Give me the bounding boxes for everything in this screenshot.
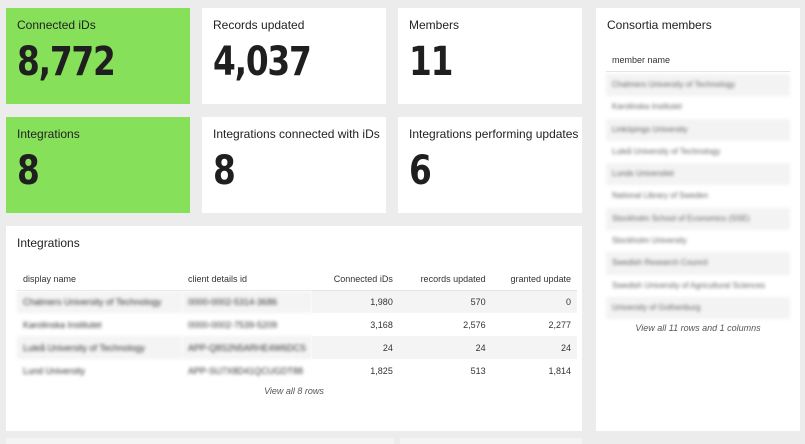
kpi-tile-connected-ids: Connected iDs 8,772 [6, 8, 190, 104]
list-item: Linköpings University [606, 118, 790, 141]
cell-granted-update: 1,814 [548, 365, 571, 376]
list-item: Stockholm School of Economics (SSE) [606, 207, 790, 231]
cell-granted-update: 0 [491, 290, 577, 313]
cell-records-updated: 570 [398, 290, 492, 313]
column-header-member-name[interactable]: member name [606, 55, 790, 72]
cell-client-id: 0000-0002-5314-3686 [182, 290, 313, 313]
cell-records-updated: 24 [398, 336, 492, 359]
kpi-value: 11 [409, 39, 453, 85]
list-item: Luleå University of Technology [612, 146, 721, 156]
table-row: Chalmers University of Technology 0000-0… [17, 290, 577, 313]
kpi-title: Records updated [213, 18, 305, 32]
list-item: Swedish University of Agricultural Scien… [612, 280, 765, 290]
list-item: Swedish Research Council [606, 252, 790, 275]
cell-display-name: Luleå University of Technology [17, 336, 182, 359]
column-header-records-updated[interactable]: records updated [398, 268, 492, 291]
kpi-value: 8 [213, 148, 236, 194]
cell-client-id: APP-Q8S2N5ARHE4W6DCS [182, 336, 313, 359]
list-item: Stockholm University [612, 236, 687, 246]
list-item: National Library of Sweden [612, 191, 709, 201]
cell-granted-update: 24 [491, 336, 577, 359]
kpi-tile-integrations: Integrations 8 [6, 117, 190, 213]
next-tile-edge [400, 438, 582, 444]
kpi-title: Integrations performing updates [409, 127, 579, 141]
table-row: Karolinska Institutet 0000-0002-7539-520… [17, 313, 577, 336]
list-item: University of Gothenburg [606, 296, 790, 320]
kpi-value: 4,037 [213, 39, 312, 85]
column-header-client-id[interactable]: client details id [182, 268, 313, 291]
cell-connected-ids: 1,825 [370, 365, 393, 376]
consortia-members-list: Chalmers University of Technology Karoli… [606, 74, 790, 320]
column-header-display-name[interactable]: display name [17, 268, 182, 291]
cell-granted-update: 2,277 [548, 319, 571, 330]
list-item: Chalmers University of Technology [606, 74, 790, 97]
cell-display-name: Karolinska Institutet [23, 319, 102, 330]
kpi-title: Connected iDs [17, 18, 96, 32]
integrations-table-title: Integrations [17, 236, 80, 250]
kpi-title: Integrations [17, 127, 80, 141]
integrations-table-tile: Integrations display name client details… [6, 226, 582, 431]
view-all-rows-link[interactable]: View all 8 rows [264, 386, 324, 396]
kpi-tile-records-updated: Records updated 4,037 [202, 8, 386, 104]
cell-records-updated: 2,576 [463, 319, 486, 330]
list-item: Lunds Universitet [606, 163, 790, 186]
cell-connected-ids: 3,168 [370, 319, 393, 330]
cell-records-updated: 513 [470, 365, 486, 376]
table-row: Lund University APP-SU7X8D41QCUGDT88 1,8… [17, 359, 577, 382]
integrations-table: display name client details id Connected… [17, 268, 577, 382]
kpi-value: 8 [17, 148, 40, 194]
list-item: Karolinska Institutet [612, 102, 682, 112]
kpi-value: 6 [409, 148, 432, 194]
next-tile-edge [6, 438, 394, 444]
consortia-members-title: Consortia members [607, 18, 712, 32]
kpi-value: 8,772 [17, 39, 116, 85]
consortia-members-tile: Consortia members member name Chalmers U… [596, 8, 800, 431]
cell-display-name: Chalmers University of Technology [17, 290, 182, 313]
cell-client-id: APP-SU7X8D41QCUGDT88 [188, 365, 304, 376]
cell-display-name: Lund University [23, 365, 86, 376]
kpi-title: Integrations connected with iDs [213, 127, 380, 141]
cell-connected-ids: 24 [312, 336, 399, 359]
kpi-tile-members: Members 11 [398, 8, 582, 104]
table-row: Luleå University of Technology APP-Q8S2N… [17, 336, 577, 359]
column-header-granted-update[interactable]: granted update [491, 268, 577, 291]
table-header-row: display name client details id Connected… [17, 268, 577, 291]
column-header-connected-ids[interactable]: Connected iDs [312, 268, 399, 291]
cell-connected-ids: 1,980 [312, 290, 399, 313]
kpi-tile-integrations-updating: Integrations performing updates 6 [398, 117, 582, 213]
cell-client-id: 0000-0002-7539-5209 [188, 319, 278, 330]
kpi-tile-integrations-connected: Integrations connected with iDs 8 [202, 117, 386, 213]
kpi-title: Members [409, 18, 460, 32]
view-all-members-link[interactable]: View all 11 rows and 1 columns [635, 323, 761, 333]
